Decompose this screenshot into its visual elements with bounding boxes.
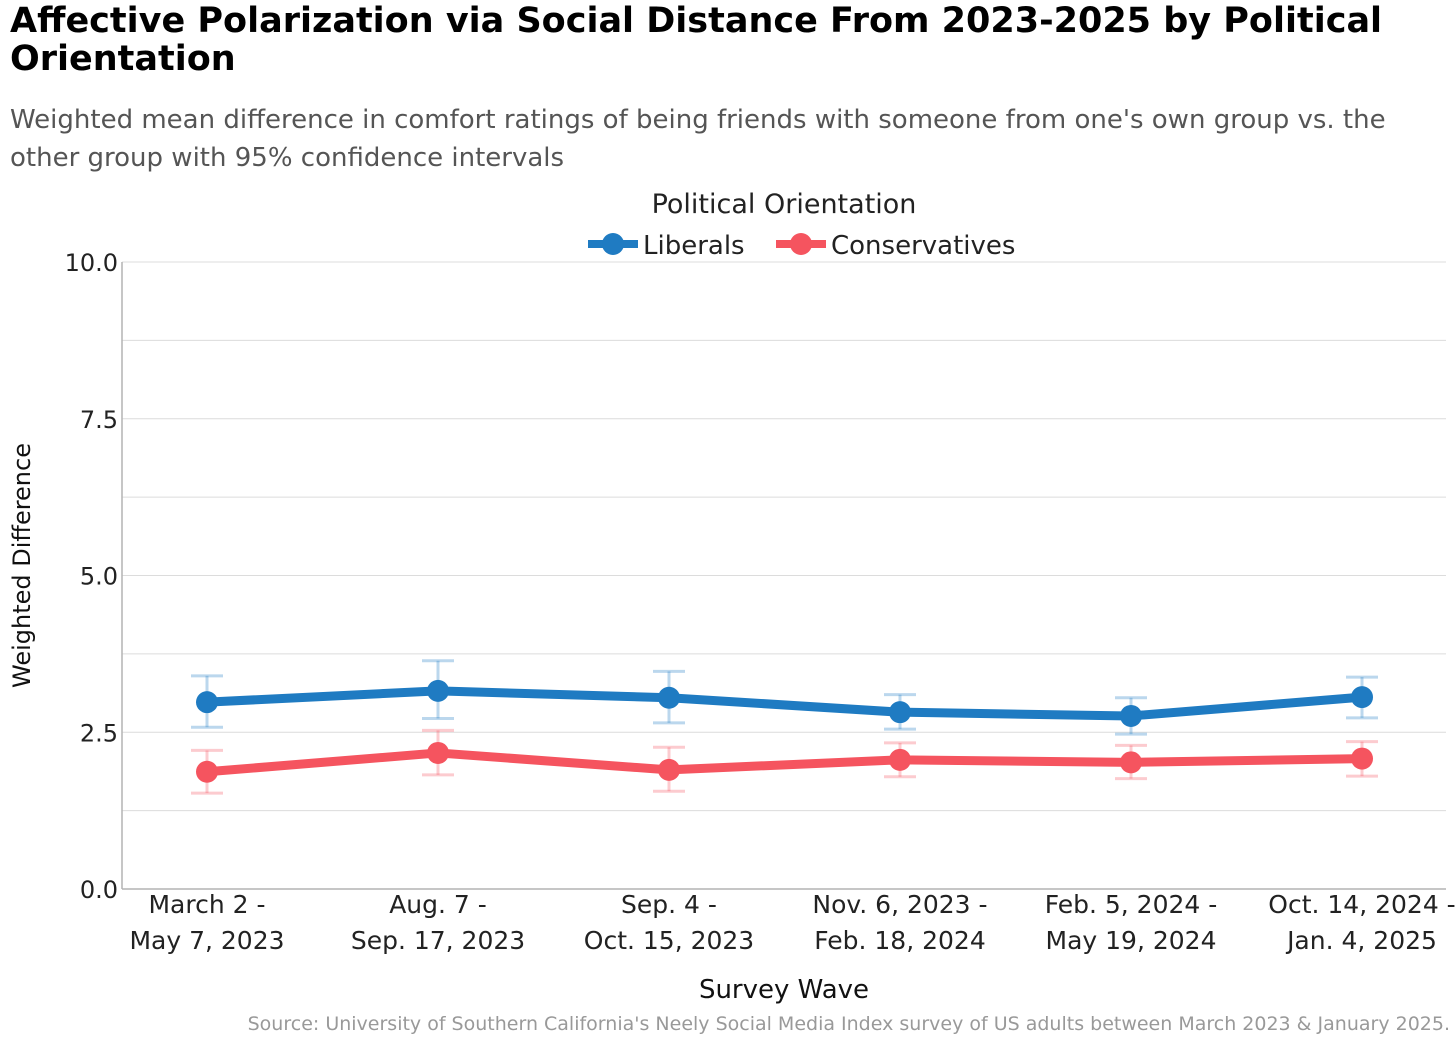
x-tick-label: Sep. 4 -Oct. 15, 2023 [584, 890, 754, 955]
conservatives-data-point [889, 748, 911, 771]
y-tick-label: 7.5 [80, 406, 118, 434]
conservatives-data-point [658, 758, 680, 781]
y-tick-label: 10.0 [65, 249, 118, 277]
liberals-data-point [1351, 686, 1373, 709]
legend-swatch-marker [602, 233, 624, 255]
source-note: Source: University of Southern Californi… [247, 1013, 1450, 1035]
liberals-data-point [427, 679, 449, 702]
legend-label: Conservatives [831, 231, 1015, 261]
conservatives-series-line [202, 748, 1367, 777]
liberals-data-point [1120, 704, 1142, 727]
conservatives-data-point [1351, 747, 1373, 770]
y-tick-label: 2.5 [80, 719, 118, 747]
liberals-data-point [889, 701, 911, 724]
liberals-data-point [658, 686, 680, 709]
liberals-data-point [196, 691, 218, 714]
conservatives-data-point [196, 760, 218, 783]
x-tick-label: Aug. 7 -Sep. 17, 2023 [351, 890, 525, 955]
x-tick-label: Feb. 5, 2024 -May 19, 2024 [1045, 890, 1218, 955]
legend-title: Political Orientation [652, 189, 917, 220]
legend-swatch-marker [790, 233, 812, 255]
liberals-series-line [202, 686, 1367, 721]
chart-subtitle: Weighted mean difference in comfort rati… [10, 105, 1386, 173]
chart-title: Affective Polarization via Social Distan… [10, 1, 1383, 79]
y-tick-label: 0.0 [80, 876, 118, 904]
x-tick-label: Oct. 14, 2024 -Jan. 4, 2025 [1268, 890, 1455, 955]
conservatives-data-point [427, 741, 449, 764]
conservatives-data-point [1120, 751, 1142, 774]
x-tick-label: Nov. 6, 2023 -Feb. 18, 2024 [812, 890, 987, 955]
y-axis-title: Weighted Difference [8, 443, 36, 688]
y-tick-label: 5.0 [80, 563, 118, 591]
x-tick-label: March 2 -May 7, 2023 [129, 890, 284, 955]
legend-label: Liberals [643, 231, 745, 261]
x-axis-title: Survey Wave [699, 975, 869, 1005]
